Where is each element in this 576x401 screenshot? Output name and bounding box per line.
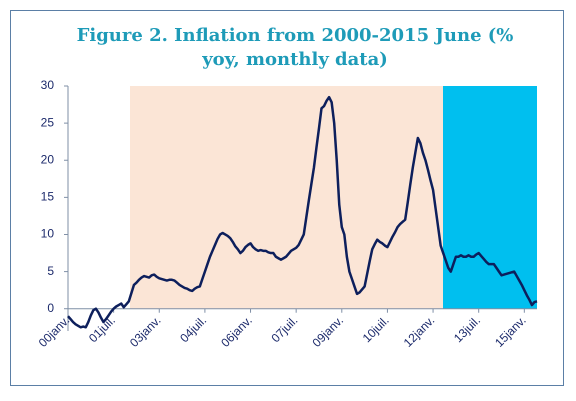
- y-tick-label: 25: [41, 115, 55, 129]
- x-tick-label: 06janv.: [218, 313, 255, 350]
- x-tick-label: 15janv.: [492, 313, 529, 350]
- y-tick-label: 5: [47, 264, 54, 278]
- y-tick-label: 20: [41, 152, 55, 166]
- y-tick-label: 10: [41, 227, 55, 241]
- x-tick-label: 13juil.: [451, 313, 483, 345]
- y-tick-label: 30: [41, 78, 55, 92]
- line: [67, 95, 538, 329]
- y-tick-label: 15: [41, 190, 55, 204]
- x-tick-label: 09janv.: [310, 313, 347, 350]
- x-tick-label: 00janv.: [36, 313, 73, 350]
- shaded-period: [443, 86, 537, 309]
- x-tick-label: 03janv.: [127, 313, 164, 350]
- x-tick-label: 10juil.: [360, 313, 392, 345]
- frame: [10, 10, 564, 386]
- x-tick-label: 04juil.: [177, 313, 209, 345]
- y-tick-label: 0: [47, 301, 54, 315]
- chart-title: Figure 2. Inflation from 2000-2015 June …: [76, 25, 514, 70]
- x-tick-label: 12janv.: [401, 313, 438, 350]
- shaded-period: [130, 86, 443, 309]
- x-tick-label: 07juil.: [268, 313, 300, 345]
